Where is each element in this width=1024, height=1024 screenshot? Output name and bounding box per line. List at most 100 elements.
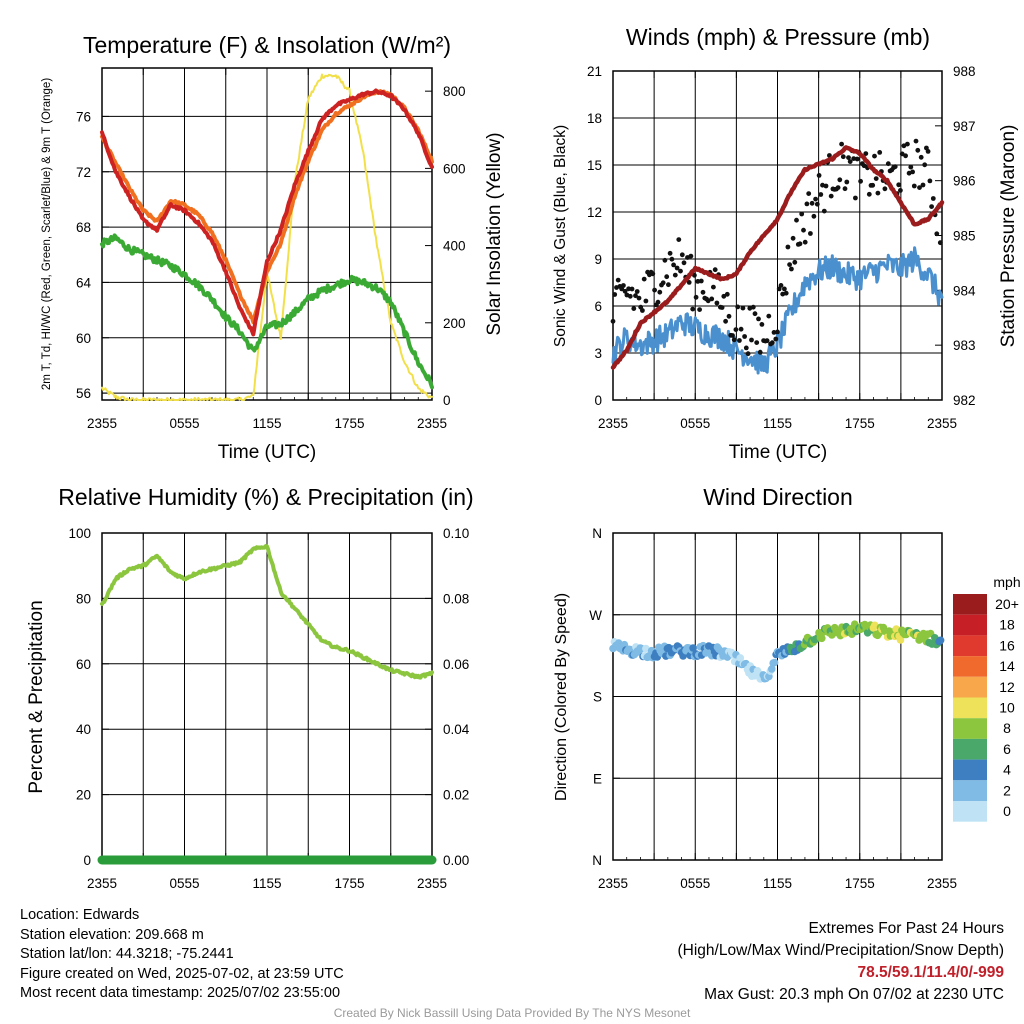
gust-point xyxy=(735,304,741,310)
x-tick-label: 2355 xyxy=(927,416,957,431)
left-y-tick-label: 60 xyxy=(76,331,91,346)
gust-point xyxy=(925,149,931,154)
gust-point xyxy=(814,201,820,207)
credit-line: Created By Nick Bassill Using Data Provi… xyxy=(333,1006,691,1020)
gust-point xyxy=(660,280,666,286)
gust-point xyxy=(671,262,676,268)
direction-point xyxy=(689,644,697,652)
colorbar-swatch xyxy=(953,697,987,719)
colorbar-label: 8 xyxy=(1003,720,1011,736)
colorbar-label: 16 xyxy=(999,637,1015,653)
gust-point xyxy=(759,322,765,327)
gust-point xyxy=(917,185,922,191)
gust-point xyxy=(929,204,934,210)
right-y-tick-label: 987 xyxy=(953,119,976,134)
gust-point xyxy=(695,279,701,284)
gust-point xyxy=(801,227,806,233)
gust-point xyxy=(633,293,638,299)
latlon-text: Station lat/lon: 44.3218; -75.2441 xyxy=(20,946,234,962)
x-tick-label: 2355 xyxy=(87,416,117,431)
temperature-title: Temperature (F) & Insolation (W/m²) xyxy=(83,32,451,58)
gust-point xyxy=(766,313,772,319)
gust-point xyxy=(740,305,746,311)
colorbar-label: 0 xyxy=(1003,803,1011,819)
gust-point xyxy=(631,306,637,311)
x-tick-label: 1155 xyxy=(763,876,792,891)
left-y-tick-label: N xyxy=(592,526,602,541)
gust-point xyxy=(792,259,798,265)
gust-point xyxy=(674,265,680,271)
gust-point xyxy=(757,349,763,355)
gust-point xyxy=(714,300,720,306)
gust-point xyxy=(698,278,704,284)
gust-point xyxy=(813,196,818,202)
colorbar-swatch xyxy=(953,801,987,822)
x-tick-label: 1155 xyxy=(763,416,792,431)
gust-point xyxy=(846,155,851,161)
temperature-xlabel: Time (UTC) xyxy=(218,442,317,463)
gust-point xyxy=(731,337,737,343)
gust-point xyxy=(911,183,917,189)
left-y-tick-label: 3 xyxy=(594,346,602,361)
gust-point xyxy=(920,182,926,188)
extremes-box: Extremes For Past 24 Hours (High/Low/Max… xyxy=(678,918,1005,1006)
right-y-tick-label: 984 xyxy=(953,283,976,298)
left-y-tick-label: 0 xyxy=(83,853,91,868)
colorbar-label: 20+ xyxy=(995,596,1019,612)
station-info: Location: Edwards Station elevation: 209… xyxy=(20,906,344,1004)
gust-point xyxy=(821,208,827,214)
gust-point xyxy=(808,231,813,236)
gust-point xyxy=(726,313,732,319)
insolation-ylabel: Solar Insolation (Yellow) xyxy=(484,132,505,335)
gust-point xyxy=(773,336,779,342)
gust-point xyxy=(854,156,860,162)
gust-point xyxy=(764,338,770,344)
right-y-tick-label: 800 xyxy=(443,84,466,99)
right-y-tick-label: 0.10 xyxy=(443,526,469,541)
direction-point xyxy=(892,625,900,633)
left-y-tick-label: 80 xyxy=(76,591,91,606)
gust-point xyxy=(690,306,696,312)
gust-point xyxy=(782,286,787,292)
colorbar-swatch xyxy=(953,759,987,781)
direction-point xyxy=(818,634,826,643)
right-y-tick-label: 0.06 xyxy=(443,657,469,672)
right-y-tick-label: 982 xyxy=(953,393,976,408)
gust-point xyxy=(873,176,879,182)
gust-point xyxy=(743,345,749,351)
gust-point xyxy=(806,191,812,197)
colorbar-label: 14 xyxy=(999,658,1015,674)
gust-point xyxy=(789,266,794,272)
gust-point xyxy=(688,253,694,259)
left-y-tick-label: S xyxy=(593,690,602,705)
x-tick-label: 2355 xyxy=(598,876,628,891)
gust-point xyxy=(775,329,780,335)
dewpoint-line xyxy=(100,233,434,390)
gust-point xyxy=(915,147,921,153)
gust-point xyxy=(754,340,760,345)
gust-point xyxy=(802,239,808,245)
pressure-ylabel: Station Pressure (Maroon) xyxy=(998,125,1019,348)
gust-point xyxy=(898,188,903,193)
gust-point xyxy=(927,178,933,184)
extremes-values: 78.5/59.1/11.4/0/-999 xyxy=(857,964,1004,981)
pressure-line xyxy=(610,145,945,370)
winds-xlabel: Time (UTC) xyxy=(729,442,828,463)
direction-point xyxy=(642,644,650,653)
extremes-heading: Extremes For Past 24 Hours xyxy=(808,920,1004,937)
gust-point xyxy=(626,286,631,292)
gust-point xyxy=(858,178,863,184)
gust-point xyxy=(844,179,850,185)
direction-title: Wind Direction xyxy=(703,484,853,510)
extremes-legend: (High/Low/Max Wind/Precipitation/Snow De… xyxy=(677,942,1005,959)
gust-point xyxy=(697,307,702,312)
left-y-tick-label: 72 xyxy=(76,165,91,180)
gust-point xyxy=(872,153,877,159)
gust-point xyxy=(700,289,706,295)
gust-point xyxy=(627,293,633,299)
gust-point xyxy=(681,260,687,266)
gust-point xyxy=(905,141,910,147)
gust-point xyxy=(837,177,843,183)
gust-point xyxy=(667,250,673,256)
